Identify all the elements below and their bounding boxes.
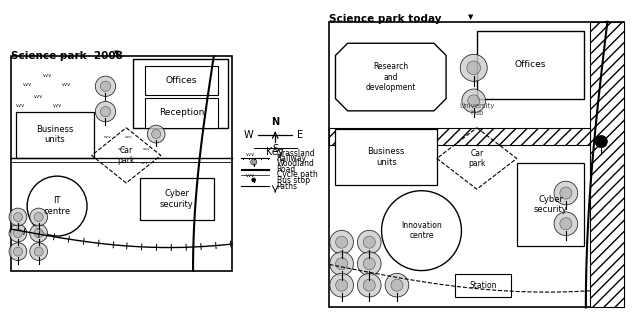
Circle shape <box>13 212 22 221</box>
Circle shape <box>95 76 116 96</box>
Text: ᵥᵥᵥ: ᵥᵥᵥ <box>15 100 25 109</box>
Bar <box>516 163 584 246</box>
Text: ▼: ▼ <box>115 51 120 57</box>
Text: ᵥᵥᵥ: ᵥᵥᵥ <box>143 146 151 151</box>
Text: Science park  2008: Science park 2008 <box>11 51 123 60</box>
Circle shape <box>554 181 578 205</box>
Circle shape <box>13 228 22 238</box>
Circle shape <box>462 89 486 113</box>
Circle shape <box>595 135 607 148</box>
Circle shape <box>34 228 43 238</box>
Text: ᵥᵥᵥ: ᵥᵥᵥ <box>141 160 148 165</box>
Bar <box>140 179 214 220</box>
Bar <box>330 128 591 145</box>
Circle shape <box>468 95 480 107</box>
Text: Reception: Reception <box>159 108 204 117</box>
Text: IT
centre: IT centre <box>44 196 70 216</box>
Text: ᵥᵥᵥ: ᵥᵥᵥ <box>34 91 44 100</box>
Circle shape <box>251 159 257 165</box>
Text: Research
and
development: Research and development <box>365 62 416 92</box>
Circle shape <box>330 230 353 254</box>
Bar <box>591 22 624 308</box>
Circle shape <box>560 187 572 199</box>
Circle shape <box>385 273 409 297</box>
Circle shape <box>364 236 375 248</box>
Circle shape <box>100 81 111 92</box>
Text: E: E <box>297 131 303 140</box>
Circle shape <box>560 218 572 230</box>
Bar <box>145 66 218 95</box>
Text: N: N <box>271 117 279 127</box>
Text: Railway: Railway <box>276 154 307 163</box>
Bar <box>335 129 437 185</box>
Text: Woodland: Woodland <box>276 159 315 168</box>
Text: ᵥᵥᵥ: ᵥᵥᵥ <box>61 79 71 88</box>
Bar <box>15 112 94 158</box>
Text: ᵥᵥᵥ: ᵥᵥᵥ <box>43 70 52 79</box>
Polygon shape <box>335 43 446 111</box>
Circle shape <box>147 125 165 143</box>
Bar <box>133 59 228 128</box>
Circle shape <box>358 273 381 297</box>
Text: Offices: Offices <box>515 60 547 69</box>
Text: Car
park: Car park <box>118 146 135 165</box>
Circle shape <box>9 224 27 242</box>
Text: Car
park: Car park <box>468 149 486 168</box>
Text: Paths: Paths <box>276 182 298 191</box>
Circle shape <box>152 130 161 139</box>
Text: Road: Road <box>276 165 296 174</box>
Circle shape <box>467 61 481 75</box>
Bar <box>477 31 584 99</box>
Text: Business
units: Business units <box>36 125 74 144</box>
Text: ᵥᵥᵥ: ᵥᵥᵥ <box>246 148 255 157</box>
Text: ᵥᵥᵥ: ᵥᵥᵥ <box>22 79 32 88</box>
Circle shape <box>335 279 348 291</box>
Circle shape <box>95 101 116 122</box>
Circle shape <box>9 208 27 226</box>
Bar <box>455 274 511 297</box>
Text: Cyber
security: Cyber security <box>160 189 194 209</box>
Circle shape <box>335 258 348 270</box>
Circle shape <box>330 273 353 297</box>
Circle shape <box>13 247 22 256</box>
Text: S: S <box>272 144 278 154</box>
Circle shape <box>364 258 375 270</box>
Circle shape <box>554 212 578 236</box>
Text: Cyber
security: Cyber security <box>534 195 568 214</box>
Circle shape <box>252 178 255 182</box>
Circle shape <box>391 279 403 291</box>
Text: Science park today: Science park today <box>330 14 442 24</box>
Circle shape <box>34 212 43 221</box>
Text: University
hub: University hub <box>459 103 495 116</box>
Text: Cycle path: Cycle path <box>276 170 317 179</box>
Circle shape <box>34 247 43 256</box>
Text: Station: Station <box>469 281 497 290</box>
Circle shape <box>9 243 27 260</box>
Circle shape <box>460 54 487 81</box>
Circle shape <box>364 279 375 291</box>
Circle shape <box>30 224 47 242</box>
Text: W: W <box>244 131 253 140</box>
Text: ▼: ▼ <box>468 14 474 20</box>
Text: Key: Key <box>266 147 284 157</box>
Circle shape <box>358 252 381 276</box>
Circle shape <box>30 208 47 226</box>
Circle shape <box>335 236 348 248</box>
Circle shape <box>30 243 47 260</box>
Text: Business
units: Business units <box>367 147 405 167</box>
Text: ᵥᵥᵥ: ᵥᵥᵥ <box>246 170 255 179</box>
Text: ᵥᵥᵥ: ᵥᵥᵥ <box>52 100 62 109</box>
Text: Bus stop: Bus stop <box>276 176 310 185</box>
Circle shape <box>252 161 255 164</box>
Circle shape <box>358 230 381 254</box>
Text: Grassland: Grassland <box>276 148 316 157</box>
Circle shape <box>100 107 111 117</box>
Circle shape <box>330 252 353 276</box>
Text: ᵥᵥᵥ: ᵥᵥᵥ <box>125 134 132 140</box>
Text: Offices: Offices <box>166 76 197 85</box>
Bar <box>145 98 218 128</box>
Text: Innovation
centre: Innovation centre <box>401 221 442 240</box>
Text: ᵥᵥᵥ: ᵥᵥᵥ <box>104 134 112 140</box>
Text: ᵥᵥᵥ: ᵥᵥᵥ <box>118 146 125 151</box>
